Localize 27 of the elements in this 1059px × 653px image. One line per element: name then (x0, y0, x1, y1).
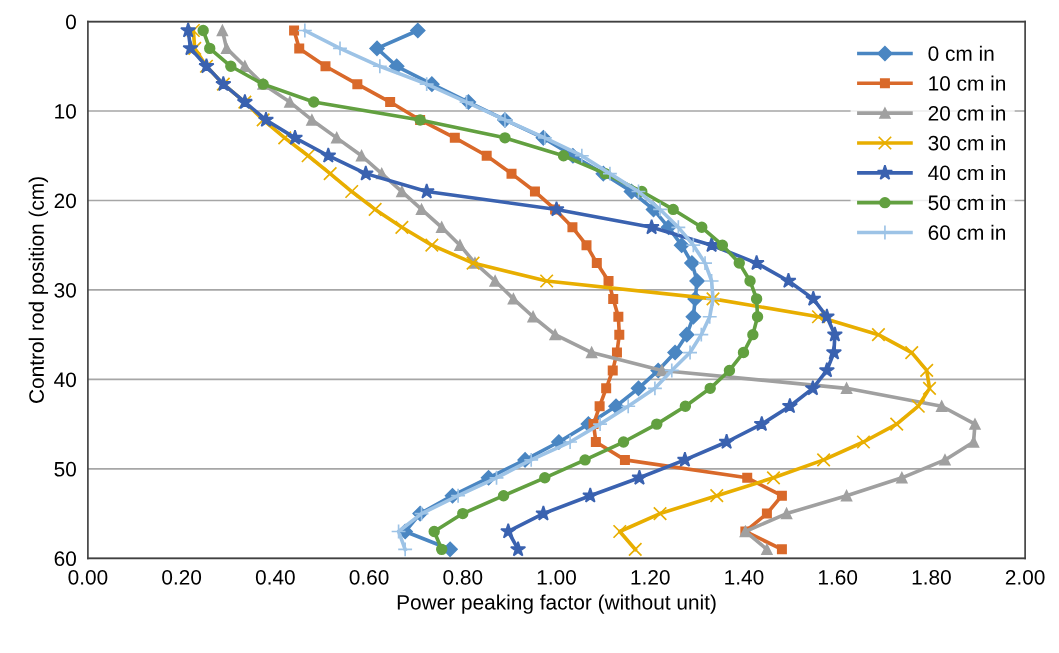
x-tick-label: 0.40 (255, 569, 295, 585)
legend-label: 50 cm in (928, 194, 1006, 211)
y-tick-label: 40 (54, 372, 76, 388)
x-tick-label: 0.00 (68, 569, 108, 585)
legend-label: 0 cm in (928, 45, 994, 61)
x-tick-label: 0.80 (443, 569, 483, 585)
legend-label: 60 cm in (928, 224, 1006, 240)
y-tick-label: 30 (54, 282, 76, 298)
x-tick-label: 0.20 (162, 569, 202, 585)
y-tick-label: 10 (55, 104, 76, 119)
y-axis-title: Control rod position (cm) (28, 177, 49, 403)
legend-label: 30 cm in (928, 135, 1006, 151)
legend-label: 10 cm in (929, 75, 1006, 91)
y-tick-label: 50 (54, 461, 76, 477)
x-tick-label: 1.40 (725, 569, 764, 585)
y-tick-label: 0 (66, 14, 76, 30)
legend-label: 40 cm in (928, 165, 1006, 181)
x-tick-label: 1.60 (818, 569, 858, 585)
x-axis-title: Power peaking factor (without unit) (397, 594, 716, 614)
y-tick-label: 20 (54, 193, 76, 209)
y-tick-label: 60 (54, 551, 76, 567)
x-tick-label: 1.80 (912, 569, 951, 585)
x-tick-label: 1.00 (537, 569, 576, 585)
legend-label: 20 cm in (928, 105, 1006, 121)
x-tick-label: 1.20 (631, 569, 670, 585)
x-tick-label: 0.60 (349, 569, 389, 585)
x-tick-label: 2.00 (1005, 569, 1045, 585)
